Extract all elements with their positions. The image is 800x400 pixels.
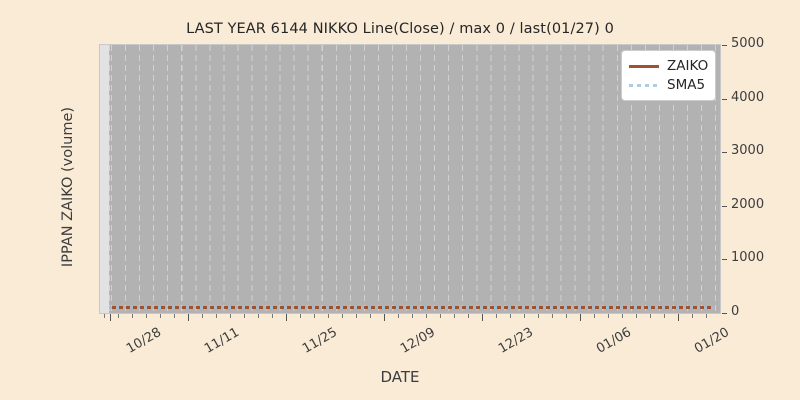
- axis-spine-top: [100, 44, 720, 45]
- x-tick-minor: [594, 314, 595, 318]
- y-tick-label: 0: [731, 304, 740, 319]
- x-tick-major: [482, 314, 483, 321]
- x-tick-minor: [216, 314, 217, 318]
- x-tick-minor: [370, 314, 371, 318]
- x-tick-major: [384, 314, 385, 321]
- x-tick-minor: [230, 314, 231, 318]
- x-tick-minor: [566, 314, 567, 318]
- x-tick-label: 11/11: [202, 325, 242, 357]
- x-tick-minor: [552, 314, 553, 318]
- chart-title: LAST YEAR 6144 NIKKO Line(Close) / max 0…: [186, 21, 614, 37]
- y-tick-mark: [722, 206, 727, 207]
- x-tick-major: [188, 314, 189, 321]
- legend-item-zaiko[interactable]: ZAIKO: [629, 56, 709, 75]
- x-tick-minor: [202, 314, 203, 318]
- x-tick-minor: [510, 314, 511, 318]
- x-tick-minor: [496, 314, 497, 318]
- plot-left-margin-band: [100, 45, 109, 313]
- x-tick-label: 01/20: [692, 325, 732, 357]
- x-tick-minor: [174, 314, 175, 318]
- x-tick-label: 12/09: [398, 325, 438, 357]
- legend-label: SMA5: [667, 76, 706, 93]
- x-tick-minor: [454, 314, 455, 318]
- x-axis-label: DATE: [380, 368, 420, 386]
- x-tick-label: 10/28: [124, 325, 164, 357]
- x-tick-minor: [622, 314, 623, 318]
- plot-area[interactable]: [100, 45, 720, 313]
- x-tick-minor: [272, 314, 273, 318]
- x-tick-major: [286, 314, 287, 321]
- x-tick-minor: [636, 314, 637, 318]
- y-tick-label: 3000: [731, 143, 765, 158]
- y-tick-mark: [722, 313, 727, 314]
- x-tick-minor: [118, 314, 119, 318]
- series-line-sma5: [109, 306, 714, 309]
- legend-item-sma5[interactable]: SMA5: [629, 75, 709, 94]
- y-tick-label: 1000: [731, 250, 765, 265]
- x-tick-minor: [328, 314, 329, 318]
- x-tick-minor: [342, 314, 343, 318]
- axis-spine-bottom: [100, 313, 720, 314]
- x-tick-minor: [426, 314, 427, 318]
- x-tick-minor: [608, 314, 609, 318]
- x-tick-minor: [300, 314, 301, 318]
- x-tick-label: 11/25: [300, 325, 340, 357]
- x-tick-minor: [160, 314, 161, 318]
- x-tick-minor: [258, 314, 259, 318]
- legend-dotted-line-swatch-icon: [629, 79, 659, 91]
- vertical-gridlines: [100, 45, 720, 313]
- y-tick-mark: [722, 45, 727, 46]
- axis-spine-right: [720, 44, 721, 314]
- y-tick-label: 5000: [731, 36, 765, 51]
- y-tick-label: 2000: [731, 197, 765, 212]
- x-tick-minor: [132, 314, 133, 318]
- x-tick-major: [110, 314, 111, 321]
- x-tick-minor: [398, 314, 399, 318]
- y-tick-label: 4000: [731, 90, 765, 105]
- x-tick-minor: [650, 314, 651, 318]
- legend-label: ZAIKO: [667, 57, 709, 74]
- x-tick-major: [678, 314, 679, 321]
- x-tick-minor: [356, 314, 357, 318]
- x-tick-minor: [664, 314, 665, 318]
- chart-legend[interactable]: ZAIKO SMA5: [621, 50, 716, 101]
- x-tick-minor: [524, 314, 525, 318]
- x-tick-major: [580, 314, 581, 321]
- axis-spine-left: [99, 44, 100, 314]
- x-tick-label: 12/23: [496, 325, 536, 357]
- x-tick-minor: [706, 314, 707, 318]
- x-tick-minor: [244, 314, 245, 318]
- x-tick-minor: [412, 314, 413, 318]
- x-tick-minor: [314, 314, 315, 318]
- y-tick-mark: [722, 99, 727, 100]
- x-tick-minor: [468, 314, 469, 318]
- x-tick-minor: [104, 314, 105, 318]
- x-tick-minor: [538, 314, 539, 318]
- y-axis-label: IPPAN ZAIKO (volume): [60, 106, 76, 268]
- y-tick-mark: [722, 152, 727, 153]
- x-tick-minor: [146, 314, 147, 318]
- x-tick-minor: [692, 314, 693, 318]
- x-tick-label: 01/06: [594, 325, 634, 357]
- x-tick-minor: [440, 314, 441, 318]
- legend-line-swatch-icon: [629, 60, 659, 72]
- y-tick-mark: [722, 259, 727, 260]
